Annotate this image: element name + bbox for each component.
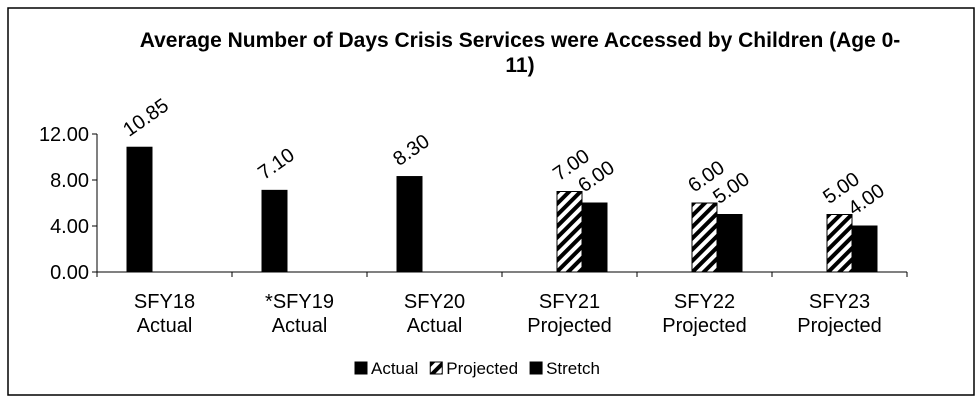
legend-label: Actual [371,359,418,378]
x-tick-label: SFY20 Actual [403,291,466,337]
bar [396,176,423,273]
x-tick-label: SFY23 Projected [797,291,882,337]
chart-border [7,7,975,396]
legend-swatch [354,361,368,375]
bar [851,225,878,273]
legend-swatch [529,361,543,375]
bar [581,202,608,273]
y-tick-label: 0.00 [50,262,89,284]
y-tick-label: 4.00 [50,216,89,238]
bar [261,189,288,273]
bar [691,202,718,273]
x-tick-label: *SFY19 Actual [265,291,334,337]
data-label: 10.85 [119,95,173,142]
y-tick-label: 12.00 [39,124,89,146]
x-tick-label: SFY21 Projected [527,291,612,337]
bar [126,146,153,273]
x-tick-label: SFY18 Actual [133,291,196,337]
data-label: 7.10 [254,144,299,184]
legend-swatch [429,361,443,375]
x-tick-label: SFY22 Projected [662,291,747,337]
data-label: 8.30 [389,130,434,170]
y-tick-label: 8.00 [50,170,89,192]
bar [826,214,853,273]
legend-label: Stretch [546,359,600,378]
legend-label: Projected [446,359,518,378]
chart-title: Average Number of Days Crisis Services w… [139,29,901,77]
bar [716,214,743,273]
bar [556,191,583,273]
